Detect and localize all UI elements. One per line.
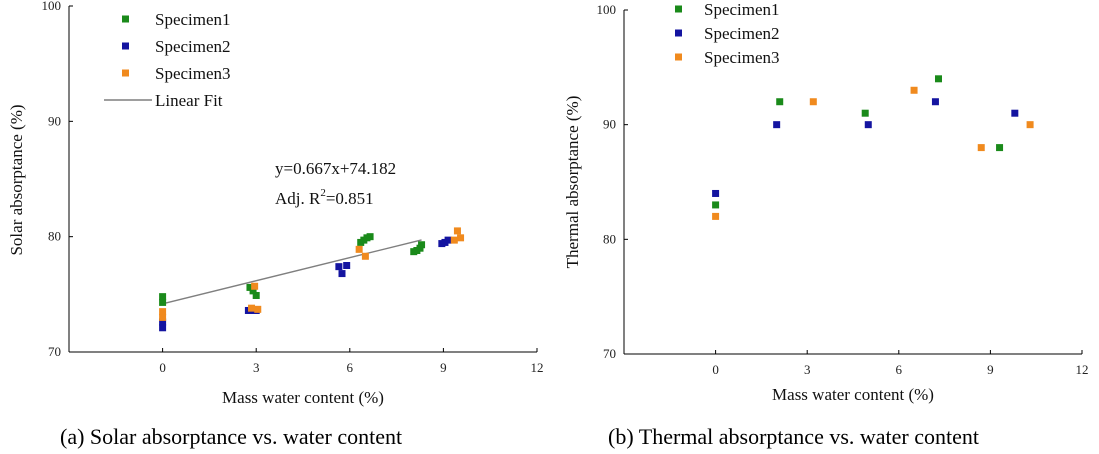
plot-a-x-tick-label: 3 (253, 360, 260, 375)
plot-a-point-specimen2 (159, 324, 167, 332)
plot-a-point-specimen3 (457, 234, 465, 242)
plot-a-fit-line (162, 239, 422, 305)
plot-b-legend-label-specimen3: Specimen3 (704, 48, 780, 67)
plot-b-point-specimen2 (712, 189, 720, 197)
plot-b-point-specimen3 (977, 144, 985, 152)
plot-a-legend-marker-specimen3 (122, 69, 129, 77)
plot-b-y-tick-label: 100 (597, 2, 617, 17)
plot-a-y-ticks: 70 80 90 100 (42, 0, 73, 359)
plot-a-x-tick-label: 9 (440, 360, 447, 375)
plot-a-y-tick-label: 70 (48, 344, 61, 359)
plot-a-x-ticks: 0 3 6 9 12 (159, 348, 544, 375)
plot-a-point-specimen3 (251, 282, 259, 290)
plot-b-x-tick-label: 3 (804, 362, 811, 377)
plot-a-y-tick-label: 80 (48, 229, 61, 244)
plot-b-x-tick-label: 0 (712, 362, 719, 377)
plot-a-r2-annotation: Adj. R2=0.851 (275, 187, 374, 208)
plot-b-x-tick-label: 12 (1076, 362, 1089, 377)
plot-a-x-label: Mass water content (%) (222, 388, 384, 407)
plot-a-point-specimen2 (338, 270, 346, 278)
plot-b-legend-marker-specimen2 (675, 29, 682, 37)
plot-a-point-specimen3 (355, 245, 363, 253)
plot-a-point-specimen1 (252, 291, 260, 299)
plot-a-point-specimen3 (254, 305, 262, 313)
plot-a-r2-value: =0.851 (326, 189, 374, 208)
plot-b-point-specimen1 (776, 98, 784, 106)
plot-a-point-specimen2 (444, 236, 452, 244)
plot-a-fit-line-group (162, 239, 422, 305)
plot-a-legend-label-specimen3: Specimen3 (155, 64, 231, 83)
plot-b-point-specimen3 (809, 98, 817, 106)
plot-a-legend: Specimen1 Specimen2 Specimen3 Linear Fit (104, 10, 231, 110)
plot-b-x-tick-label: 6 (896, 362, 903, 377)
plot-a-point-specimen3 (248, 304, 256, 312)
plot-b-point-specimen2 (1011, 109, 1019, 117)
plot-b-legend-marker-specimen1 (675, 5, 682, 13)
plot-a-x-tick-label: 6 (347, 360, 354, 375)
plot-a-y-tick-label: 90 (48, 113, 61, 128)
plot-a-legend-label-specimen1: Specimen1 (155, 10, 231, 29)
plot-b-legend-marker-specimen3 (675, 53, 682, 61)
plot-a-point-specimen1 (159, 298, 167, 306)
plot-b-y-label: Thermal absorptance (%) (563, 96, 582, 269)
plot-b-y-tick-label: 80 (603, 231, 616, 246)
plot-b-y-ticks: 70 80 90 100 (597, 2, 628, 361)
plot-a-legend-marker-specimen1 (122, 15, 129, 23)
plot-a-point-specimen2 (343, 262, 351, 269)
plot-a-point-specimen2 (159, 318, 167, 326)
plot-a-point-specimen1 (249, 287, 257, 295)
plot-b-y-tick-label: 70 (603, 346, 616, 361)
plot-b-points (712, 75, 1034, 220)
plot-b-point-specimen1 (934, 75, 942, 83)
plot-b-legend-label-specimen1: Specimen1 (704, 0, 780, 19)
plot-b-point-specimen2 (864, 121, 872, 129)
plot-a-y-tick-label: 100 (42, 0, 62, 13)
plot-a-r2-prefix: Adj. R (275, 189, 321, 208)
plot-b-point-specimen2 (931, 98, 939, 106)
plot-b-y-tick-label: 90 (603, 117, 616, 132)
plot-b-point-specimen3 (910, 86, 918, 94)
plot-b-point-specimen3 (1026, 121, 1034, 129)
plot-a-points (159, 227, 465, 332)
plot-b-x-ticks: 0 3 6 9 12 (712, 350, 1089, 377)
plot-a-point-specimen2 (335, 263, 343, 271)
plot-a-point-specimen1 (418, 241, 426, 249)
plot-a-x-tick-label: 0 (159, 360, 166, 375)
plot-a-x-tick-label: 12 (531, 360, 544, 375)
plot-a-legend-label-specimen2: Specimen2 (155, 37, 231, 56)
plot-a-y-label: Solar absorptance (%) (7, 104, 26, 255)
plot-a-legend-label-fit: Linear Fit (155, 91, 223, 110)
plot-a-r2-superscript: 2 (320, 187, 326, 199)
plot-b-point-specimen2 (773, 121, 781, 129)
plot-b-x-tick-label: 9 (987, 362, 994, 377)
plot-a-point-specimen1 (366, 233, 374, 241)
plot-a-caption: (a) Solar absorptance vs. water content (60, 424, 402, 449)
plot-b-point-specimen1 (712, 201, 720, 209)
plot-b-caption: (b) Thermal absorptance vs. water conten… (608, 424, 979, 449)
plot-a-point-specimen3 (453, 227, 461, 235)
plot-b-point-specimen1 (861, 109, 869, 117)
plot-b-point-specimen3 (712, 212, 720, 220)
plot-a-point-specimen1 (159, 293, 167, 301)
plot-a-equation: y=0.667x+74.182 (275, 159, 396, 178)
plot-a-point-specimen3 (450, 236, 458, 244)
plot-a-point-specimen3 (361, 252, 369, 260)
plot-b-point-specimen1 (996, 144, 1004, 152)
plot-b-x-label: Mass water content (%) (772, 385, 934, 404)
plot-a-point-specimen3 (159, 308, 167, 316)
plot-a-legend-marker-specimen2 (122, 42, 129, 50)
plot-a-point-specimen3 (159, 313, 167, 321)
plot-b-legend-label-specimen2: Specimen2 (704, 24, 780, 43)
plot-b-legend: Specimen1 Specimen2 Specimen3 (675, 0, 780, 67)
